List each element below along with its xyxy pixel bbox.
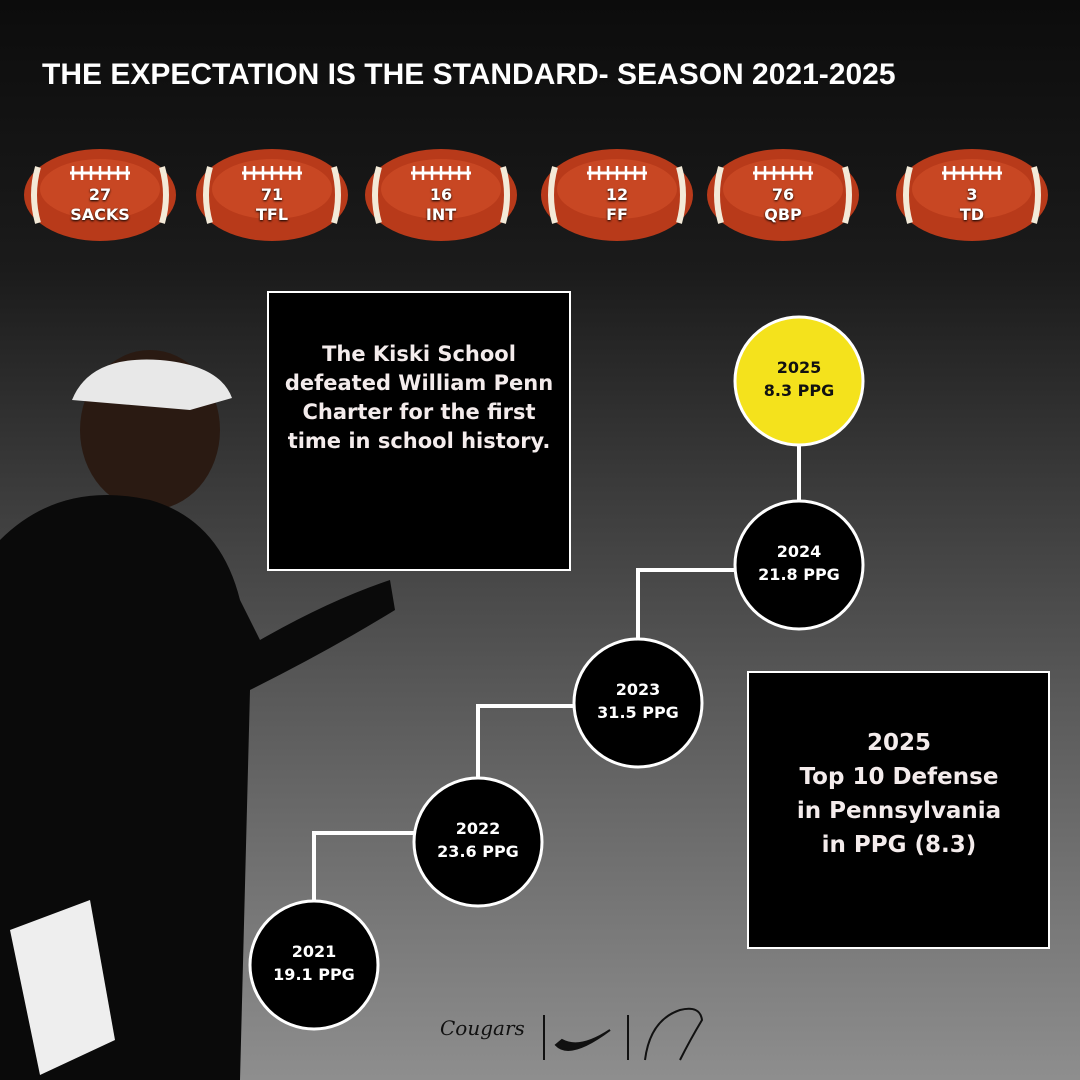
ball-stripe — [842, 166, 852, 224]
football — [24, 149, 176, 241]
stat-label: FF — [606, 205, 628, 224]
stat-value: 3 — [966, 185, 978, 204]
stat-label: QBP — [764, 205, 802, 224]
ball-stripe — [159, 166, 169, 224]
timeline-node — [733, 499, 865, 631]
highlight-text: 2025 Top 10 Defense in Pennsylvania in PPG … — [750, 726, 1048, 862]
ball-stripe — [372, 166, 382, 224]
ball-stripe — [331, 166, 341, 224]
timeline-node — [248, 899, 380, 1031]
timeline-year: 2024 — [776, 542, 822, 561]
stat-label: SACKS — [70, 205, 130, 224]
stat-label: TD — [959, 205, 985, 224]
football — [707, 149, 859, 241]
stat-value: 16 — [429, 185, 453, 204]
brand: Cougars — [440, 1016, 525, 1040]
ball-stripe — [676, 166, 686, 224]
timeline-node — [733, 315, 865, 447]
connectors — [312, 446, 801, 900]
highlight-line: 2025 — [866, 730, 931, 756]
timeline-ppg: 21.8 PPG — [758, 565, 840, 584]
timeline-ppg: 23.6 PPG — [437, 842, 519, 861]
stat-value: 12 — [605, 185, 629, 204]
timeline-year: 2023 — [615, 680, 661, 699]
ball-stripe — [903, 166, 913, 224]
football — [896, 149, 1048, 241]
ball-stripe — [714, 166, 724, 224]
ball-stripe — [203, 166, 213, 224]
coach-photo — [0, 350, 395, 1080]
ball-stripe — [500, 166, 510, 224]
highlight-box — [747, 671, 1050, 949]
timeline-ppg: 8.3 PPG — [763, 381, 835, 400]
footer-logos — [543, 1007, 704, 1061]
timeline-year: 2025 — [776, 358, 822, 377]
stat-label: INT — [425, 205, 457, 224]
ball-stripe — [31, 166, 41, 224]
highlight-line: in Pennsylvania — [796, 798, 1002, 824]
note-box — [267, 291, 571, 571]
ball-stripe — [1031, 166, 1041, 224]
stat-value: 27 — [88, 185, 112, 204]
ball-stripe — [548, 166, 558, 224]
title: THE EXPECTATION IS THE STANDARD- SEASON … — [42, 58, 896, 91]
football — [196, 149, 348, 241]
stat-value: 71 — [260, 185, 284, 204]
football — [365, 149, 517, 241]
highlight-line: Top 10 Defense — [799, 764, 999, 790]
stat-label: TFL — [255, 205, 289, 224]
timeline-node — [572, 637, 704, 769]
highlight-line: in PPG (8.3) — [821, 832, 977, 858]
note-text: The Kiski School defeated William Penn C… — [284, 342, 554, 453]
football — [541, 149, 693, 241]
timeline-node — [412, 776, 544, 908]
stat-value: 76 — [771, 185, 795, 204]
timeline-ppg: 19.1 PPG — [273, 965, 355, 984]
timeline-year: 2022 — [455, 819, 501, 838]
timeline-ppg: 31.5 PPG — [597, 703, 679, 722]
timeline-year: 2021 — [291, 942, 337, 961]
